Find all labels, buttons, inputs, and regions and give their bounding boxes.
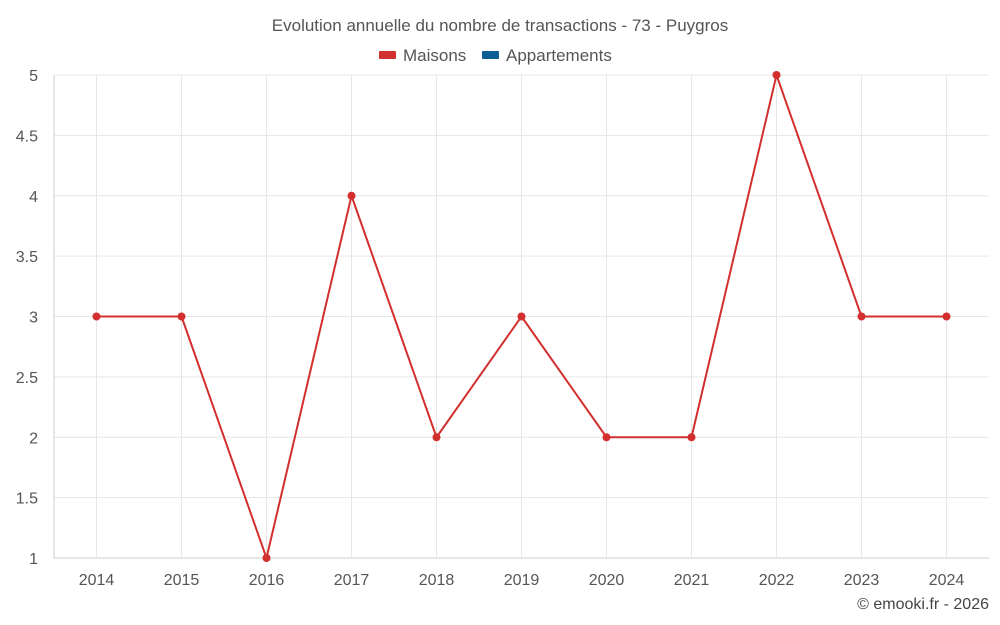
x-tick-label: 2023 <box>844 572 880 589</box>
x-tick-label: 2016 <box>249 572 285 589</box>
legend: Maisons Appartements <box>379 46 612 65</box>
x-tick-label: 2021 <box>674 572 710 589</box>
y-tick-label: 1.5 <box>16 491 38 508</box>
chart-title: Evolution annuelle du nombre de transact… <box>272 16 728 35</box>
x-tick-label: 2019 <box>504 572 540 589</box>
y-tick-label: 3.5 <box>16 249 38 266</box>
data-point-maisons[interactable] <box>92 312 101 321</box>
y-tick-label: 2.5 <box>16 370 38 387</box>
axes: 1 1.5 2 2.5 3 3.5 4 4.5 5 2014 2015 2016 2017 2018 201… <box>16 68 965 589</box>
credit-text: © emooki.fr - 2026 <box>857 596 989 613</box>
legend-swatch-appartements <box>482 51 499 59</box>
x-tick-label: 2024 <box>929 572 965 589</box>
data-point-maisons[interactable] <box>347 191 356 200</box>
data-point-maisons[interactable] <box>942 312 951 321</box>
x-tick-label: 2022 <box>759 572 795 589</box>
legend-item-appartements[interactable]: Appartements <box>482 46 612 65</box>
data-point-maisons[interactable] <box>262 554 271 562</box>
y-tick-label: 1 <box>29 551 38 568</box>
x-tick-label: 2020 <box>589 572 625 589</box>
legend-label-appartements: Appartements <box>506 46 612 65</box>
y-tick-label: 2 <box>29 430 38 447</box>
x-tick-label: 2014 <box>79 572 115 589</box>
data-point-maisons[interactable] <box>177 312 186 321</box>
y-tick-label: 4 <box>29 189 38 206</box>
series <box>92 71 951 562</box>
x-tick-label: 2017 <box>334 572 370 589</box>
data-point-maisons[interactable] <box>432 433 441 442</box>
y-tick-label: 4.5 <box>16 128 38 145</box>
legend-item-maisons[interactable]: Maisons <box>379 46 466 65</box>
y-tick-label: 5 <box>29 68 38 85</box>
legend-label-maisons: Maisons <box>403 46 466 65</box>
legend-swatch-maisons <box>379 51 396 59</box>
data-point-maisons[interactable] <box>772 71 781 79</box>
x-tick-label: 2015 <box>164 572 200 589</box>
data-point-maisons[interactable] <box>517 312 526 321</box>
data-point-maisons[interactable] <box>857 312 866 321</box>
x-tick-label: 2018 <box>419 572 455 589</box>
data-point-maisons[interactable] <box>687 433 696 442</box>
data-point-maisons[interactable] <box>602 433 611 442</box>
y-tick-label: 3 <box>29 310 38 327</box>
